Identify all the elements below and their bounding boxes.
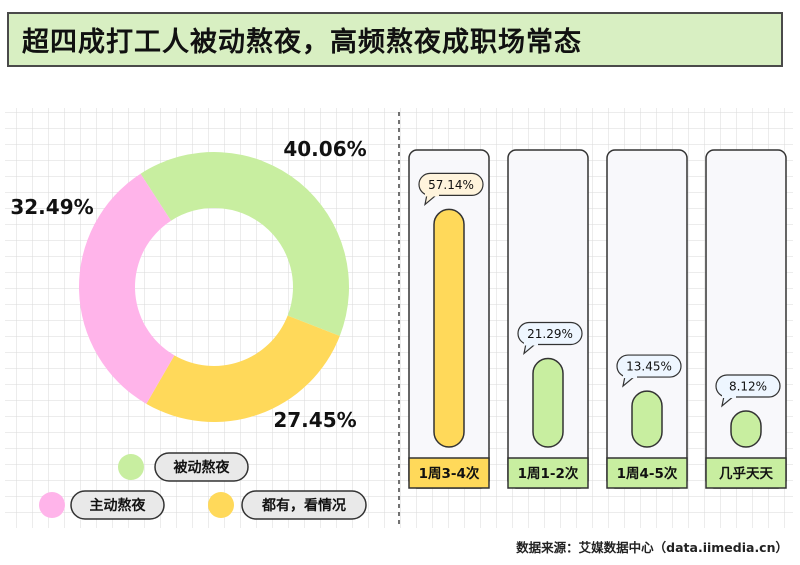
bar-category-label-2: 1周1-2次 [518,465,579,482]
legend-swatch-1 [118,454,144,480]
bar-bubble-joint-1 [425,193,439,197]
bar-bubble-3 [616,354,682,378]
bar-2 [532,357,564,448]
bar-category-box-3 [606,457,688,489]
bar-chart: 1周3-4次 57.14% 1周1-2次 21.29% 1周4-5次 13.45% 几乎天天… [408,149,787,489]
donut-chart [79,152,349,422]
bar-value-label-2: 21.29% [527,327,573,341]
donut-labels: 40.06% 27.45% 32.49% [10,137,366,432]
bar-4 [730,410,762,448]
bar-bubble-2 [517,321,583,346]
bar-value-label-4: 8.12% [729,380,767,394]
legend-swatch-2 [39,492,65,518]
bar-value-label-3: 13.45% [626,360,672,374]
legend-pill-2 [70,490,165,520]
source-note: 数据来源：艾媒数据中心（data.iimedia.cn） [516,540,788,555]
bar-bubble-4 [715,374,781,398]
bar-category-box-4 [705,457,787,489]
legend-swatch-3 [208,492,234,518]
bar-category-label-3: 1周4-5次 [617,465,678,482]
bar-value-label-1: 57.14% [428,178,474,192]
bar-category-box-1 [408,457,490,489]
bar-bubble-joint-2 [524,342,538,346]
donut-slice-3 [79,173,175,404]
donut-value-label-1: 40.06% [283,137,366,161]
donut-slice-1 [140,152,349,336]
bar-category-label-4: 几乎天天 [719,465,773,482]
legend-pill-1 [154,452,249,482]
legend-label-2: 主动熬夜 [90,497,147,514]
legend-label-3: 都有，看情况 [261,497,346,514]
donut-slice-2 [146,315,340,422]
bar-bubble-joint-4 [722,395,736,398]
bar-bubble-1 [418,172,484,197]
bar-category-label-1: 1周3-4次 [419,465,480,482]
bar-3 [631,390,663,448]
donut-value-label-3: 32.49% [10,195,93,219]
page-title: 超四成打工人被动熬夜，高频熬夜成职场常态 [22,27,582,58]
legend-pill-3 [241,490,367,520]
bar-1 [433,208,465,448]
bar-bubble-joint-3 [623,375,637,379]
donut-value-label-2: 27.45% [273,408,356,432]
title-banner [7,12,783,67]
legend-label-1: 被动熬夜 [174,459,231,476]
bar-category-box-2 [507,457,589,489]
